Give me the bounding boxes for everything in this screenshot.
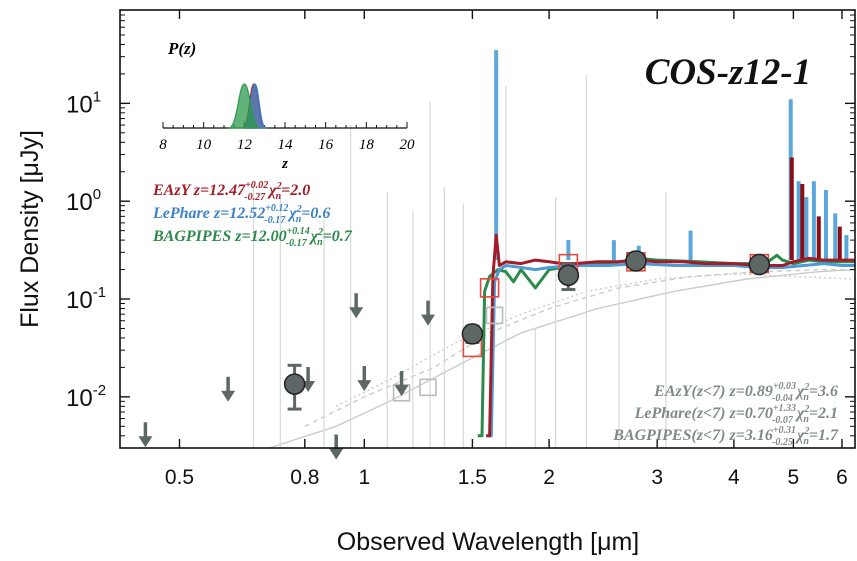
upper-limit-arrow [329,448,344,460]
chart-title: COS-z12-1 [645,52,812,93]
x-tick-label: 1 [358,466,370,489]
inset-tick-label: 10 [196,137,212,153]
low-z-annotation: BAGPIPES(z<7) z=3.16+0.31 -0.25 χ2 n=1.7 [612,425,839,448]
model-box-low-z [485,306,504,325]
detection-point [625,250,647,272]
inset-tick-label: 8 [159,137,167,153]
sed-line-lephare [486,262,855,438]
inset-tick-label: 18 [359,137,375,153]
low-z-template-0 [268,268,855,448]
detection-point [748,253,771,276]
detection-point [557,264,580,286]
pz-inset: 8 10 12 14 16 18 20 z P(z) [159,39,415,172]
plot-frame [119,9,856,449]
y-axis-label: Flux Density [μJy] [16,130,44,328]
emission-lines [494,50,849,261]
x-tick-label: 1.5 [458,466,487,489]
x-tick-label: 5 [788,466,800,489]
upper-limit-arrow [349,307,364,319]
detection-point [283,373,306,395]
low-z-template-1 [304,268,855,427]
model-box-low-z [419,378,437,397]
upper-limits [138,293,436,460]
x-tick-label: 4 [728,466,740,489]
x-axis-label: Observed Wavelength [μm] [337,528,640,556]
sed-line-eazy [486,233,855,438]
y-tick-label: 100 [66,186,101,216]
upper-limit-arrow [221,390,236,402]
upper-limit-arrow [138,436,153,448]
axes: 0.5 0.8 1 1.5 2 3 4 5 6 10-2 10-1 100 101 [66,9,855,489]
x-tick-label: 3 [651,466,663,489]
x-tick-label: 0.5 [165,466,194,489]
inset-tick-label: 14 [278,137,294,153]
detection-point [461,323,484,345]
upper-limit-arrow [394,385,409,397]
inset-tick-label: 12 [237,137,253,153]
x-tick-label: 0.8 [290,466,319,489]
inset-label: P(z) [167,39,196,58]
pz-peak-bagpipes [228,83,261,129]
y-tick-label: 10-2 [66,382,106,412]
y-tick-label: 101 [66,88,101,118]
y-tick-label: 10-1 [66,284,106,314]
low-z-annotation: LePhare(z<7) z=0.70+1.33 -0.07 χ2 n=2.1 [634,403,838,426]
model-photometry [392,252,770,402]
high-z-annotation: BAGPIPES z=12.00+0.14 -0.17 χ2 n=0.7 [152,226,353,249]
upper-limit-arrow [357,380,372,392]
inset-tick-label: 16 [318,137,334,153]
model-box-high-z [479,278,500,298]
high-z-annotation: LePhare z=12.52+0.12 -0.17 χ2 n=0.6 [152,203,330,226]
sed-models [477,233,855,438]
inset-xlabel: z [281,156,288,172]
x-tick-label: 2 [543,466,555,489]
low-z-annotation: EAzY(z<7) z=0.89+0.03 -0.04 χ2 n=3.6 [653,381,838,404]
upper-limit-arrow [421,314,436,326]
x-tick-label: 6 [836,466,848,489]
high-z-annotation: EAzY z=12.47+0.02 -0.27 χ2 n=2.0 [152,180,310,203]
detections [283,250,771,411]
inset-tick-label: 20 [400,137,416,153]
